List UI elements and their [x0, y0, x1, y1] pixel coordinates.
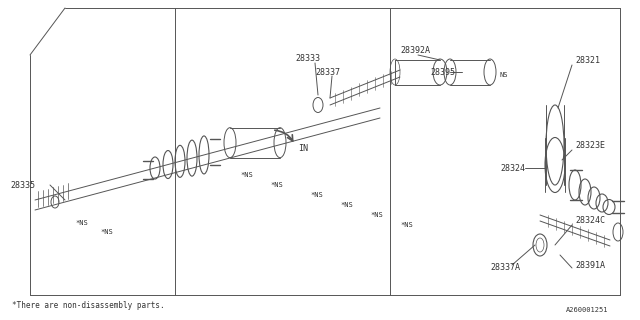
Text: *NS: *NS	[75, 220, 88, 226]
Text: *NS: *NS	[100, 229, 113, 235]
Text: 28392A: 28392A	[400, 45, 430, 54]
Text: 28337: 28337	[315, 68, 340, 76]
Text: *NS: *NS	[310, 192, 323, 198]
Text: *NS: *NS	[370, 212, 383, 218]
Text: 28395: 28395	[430, 68, 455, 76]
Text: *NS: *NS	[400, 222, 413, 228]
Text: 28391A: 28391A	[575, 260, 605, 269]
Text: *There are non-disassembly parts.: *There are non-disassembly parts.	[12, 300, 164, 309]
Text: 28324: 28324	[500, 164, 525, 172]
Text: *NS: *NS	[340, 202, 353, 208]
Text: 28323E: 28323E	[575, 140, 605, 149]
Text: A260001251: A260001251	[566, 307, 608, 313]
Text: NS: NS	[500, 72, 509, 78]
Text: *NS: *NS	[270, 182, 283, 188]
Text: 28333: 28333	[295, 53, 320, 62]
Text: *NS: *NS	[240, 172, 253, 178]
Text: 28337A: 28337A	[490, 263, 520, 273]
Text: 28324C: 28324C	[575, 215, 605, 225]
Text: 28335: 28335	[10, 180, 35, 189]
Text: IN: IN	[298, 143, 308, 153]
Text: 28321: 28321	[575, 55, 600, 65]
